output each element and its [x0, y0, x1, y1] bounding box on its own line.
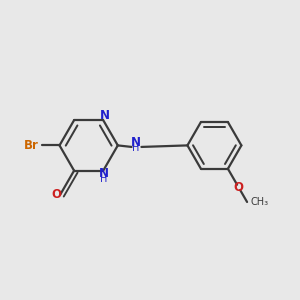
Text: CH₃: CH₃: [251, 197, 269, 207]
Text: N: N: [130, 136, 141, 149]
Text: O: O: [51, 188, 61, 201]
Text: H: H: [100, 174, 107, 184]
Text: Br: Br: [24, 139, 38, 152]
Text: N: N: [100, 110, 110, 122]
Text: O: O: [234, 181, 244, 194]
Text: N: N: [99, 167, 109, 180]
Text: H: H: [132, 143, 139, 153]
